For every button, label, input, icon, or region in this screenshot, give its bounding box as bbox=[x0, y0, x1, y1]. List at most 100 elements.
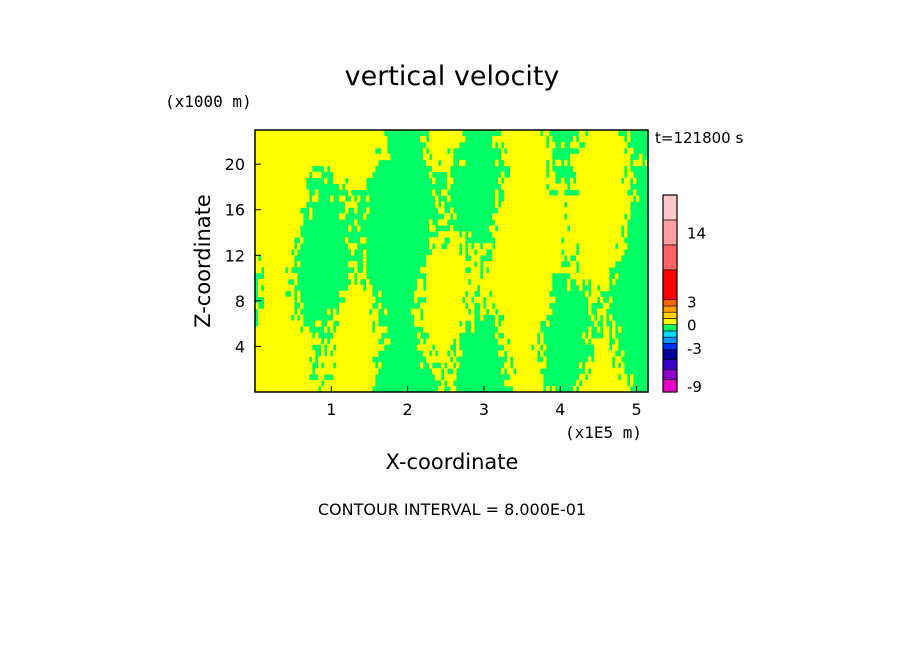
field-cell bbox=[369, 171, 373, 179]
field-cell bbox=[543, 243, 547, 250]
field-cell bbox=[510, 243, 514, 250]
field-cell bbox=[522, 296, 526, 304]
field-cell bbox=[510, 308, 514, 315]
field-cell bbox=[267, 141, 271, 149]
field-cell bbox=[504, 296, 508, 304]
field-cell bbox=[507, 266, 511, 274]
field-cell bbox=[282, 350, 286, 357]
field-cell bbox=[306, 368, 310, 375]
field-cell bbox=[570, 201, 574, 208]
field-cell bbox=[600, 231, 604, 238]
field-cell bbox=[564, 231, 568, 238]
field-cell bbox=[513, 350, 517, 357]
field-cell bbox=[528, 380, 532, 387]
field-cell bbox=[564, 249, 568, 256]
field-cell bbox=[282, 219, 286, 226]
field-cell bbox=[267, 302, 271, 310]
field-cell bbox=[294, 147, 298, 155]
field-cell bbox=[267, 386, 271, 393]
field-cell bbox=[585, 255, 589, 262]
field-cell bbox=[342, 362, 346, 369]
field-cell bbox=[591, 159, 595, 167]
field-cell bbox=[495, 213, 499, 220]
field-cell bbox=[267, 266, 271, 274]
field-cell bbox=[291, 368, 295, 375]
y-tick-label: 12 bbox=[225, 246, 245, 265]
field-cell bbox=[531, 296, 535, 304]
field-cell bbox=[474, 255, 478, 262]
field-cell bbox=[474, 243, 478, 250]
field-cell bbox=[345, 183, 349, 190]
field-cell bbox=[345, 296, 349, 304]
field-cell bbox=[510, 261, 514, 268]
field-cell bbox=[447, 130, 451, 137]
field-cell bbox=[357, 314, 361, 321]
field-cell bbox=[492, 213, 496, 220]
field-cell bbox=[612, 332, 616, 339]
field-cell bbox=[294, 338, 298, 345]
field-cell bbox=[321, 368, 325, 375]
field-cell bbox=[282, 147, 286, 155]
field-cell bbox=[255, 171, 259, 179]
field-cell bbox=[285, 338, 289, 345]
field-cell bbox=[261, 231, 265, 238]
field-cell bbox=[627, 213, 631, 220]
field-cell bbox=[447, 296, 451, 304]
field-cell bbox=[279, 141, 283, 149]
field-cell bbox=[534, 290, 538, 298]
field-cell bbox=[618, 249, 622, 256]
field-cell bbox=[336, 171, 340, 179]
field-cell bbox=[372, 380, 376, 387]
field-cell bbox=[552, 266, 556, 274]
field-cell bbox=[360, 314, 364, 321]
field-cell bbox=[459, 296, 463, 304]
field-cell bbox=[516, 255, 520, 262]
field-cell bbox=[585, 362, 589, 369]
field-cell bbox=[261, 386, 265, 393]
field-cell bbox=[255, 249, 259, 256]
field-cell bbox=[312, 350, 316, 357]
field-cell bbox=[537, 278, 541, 286]
field-cell bbox=[453, 308, 457, 315]
field-cell bbox=[354, 380, 358, 387]
field-cell bbox=[609, 225, 613, 232]
field-cell bbox=[255, 225, 259, 232]
field-cell bbox=[354, 130, 358, 137]
field-cell bbox=[369, 356, 373, 363]
field-cell bbox=[543, 219, 547, 226]
field-cell bbox=[573, 386, 577, 393]
field-cell bbox=[294, 374, 298, 381]
field-cell bbox=[447, 243, 451, 250]
field-cell bbox=[276, 195, 280, 202]
field-cell bbox=[435, 326, 439, 333]
field-cell bbox=[429, 290, 433, 298]
field-cell bbox=[333, 135, 337, 143]
field-cell bbox=[516, 362, 520, 369]
field-cell bbox=[351, 332, 355, 339]
field-cell bbox=[609, 368, 613, 375]
field-cell bbox=[267, 261, 271, 268]
field-cell bbox=[522, 380, 526, 387]
field-cell bbox=[510, 237, 514, 244]
field-cell bbox=[609, 195, 613, 202]
field-cell bbox=[603, 171, 607, 179]
field-cell bbox=[609, 249, 613, 256]
field-cell bbox=[570, 183, 574, 190]
field-cell bbox=[258, 147, 262, 155]
field-cell bbox=[522, 183, 526, 190]
field-cell bbox=[288, 130, 292, 137]
field-cell bbox=[267, 272, 271, 280]
field-cell bbox=[354, 284, 358, 292]
field-cell bbox=[549, 284, 553, 292]
field-cell bbox=[498, 338, 502, 345]
field-cell bbox=[516, 344, 520, 351]
field-cell bbox=[450, 266, 454, 274]
field-cell bbox=[456, 261, 460, 268]
field-cell bbox=[507, 308, 511, 315]
field-cell bbox=[342, 338, 346, 345]
field-cell bbox=[441, 266, 445, 274]
field-cell bbox=[330, 368, 334, 375]
field-cell bbox=[645, 159, 649, 167]
field-cell bbox=[525, 386, 529, 393]
field-cell bbox=[621, 350, 625, 357]
